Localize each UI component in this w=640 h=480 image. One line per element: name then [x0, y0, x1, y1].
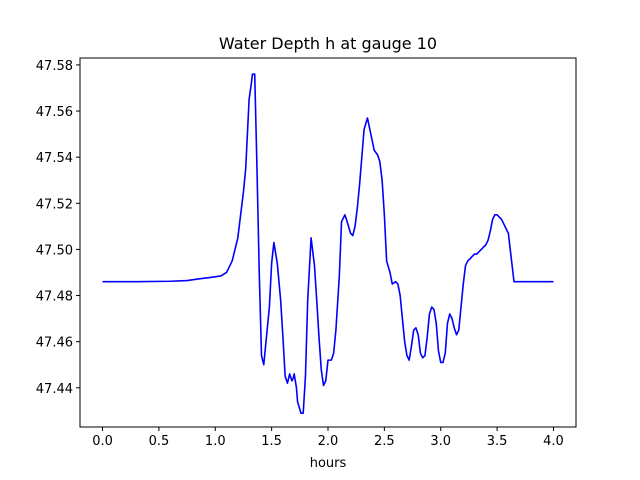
y-tick-label: 47.48 — [36, 290, 73, 305]
x-tick-label: 1.0 — [205, 434, 226, 449]
series-line-0 — [102, 73, 554, 414]
x-axis: 0.0 0.5 1.0 1.5 2.0 2.5 3.0 3.5 4.0 — [92, 427, 564, 449]
x-tick-label: 3.5 — [487, 434, 508, 449]
x-tick-label: 1.5 — [261, 434, 282, 449]
y-tick-label: 47.50 — [36, 243, 73, 258]
y-tick-label: 47.58 — [36, 59, 73, 74]
y-tick-label: 47.52 — [36, 197, 73, 212]
chart-title: Water Depth h at gauge 10 — [219, 34, 437, 53]
y-tick-label: 47.56 — [36, 105, 73, 120]
x-tick-label: 2.0 — [318, 434, 339, 449]
x-tick-label: 0.0 — [92, 434, 113, 449]
x-tick-label: 3.0 — [430, 434, 451, 449]
x-axis-label: hours — [310, 456, 347, 471]
y-tick-label: 47.44 — [36, 382, 73, 397]
y-tick-label: 47.46 — [36, 336, 73, 351]
x-tick-label: 4.0 — [543, 434, 564, 449]
x-tick-label: 0.5 — [149, 434, 170, 449]
y-tick-label: 47.54 — [36, 151, 73, 166]
x-tick-label: 2.5 — [374, 434, 395, 449]
y-axis: 47.44 47.46 47.48 47.50 47.52 47.54 47.56 47.58 — [36, 59, 80, 397]
